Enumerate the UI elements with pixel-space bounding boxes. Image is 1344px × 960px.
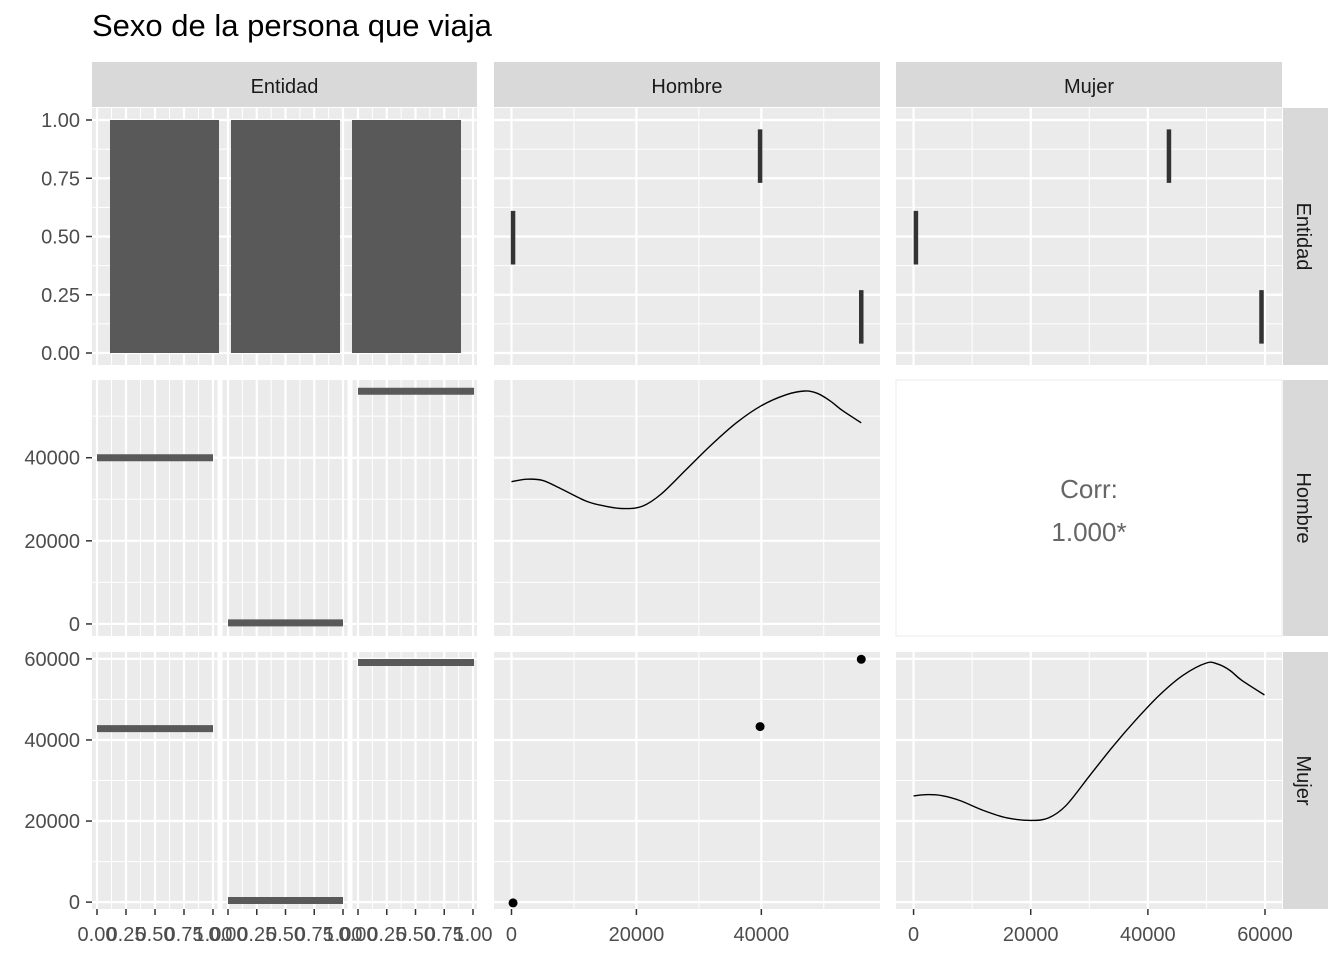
x-tick-label: 1.00 xyxy=(454,924,493,946)
x-tick-label: 0.75 xyxy=(425,924,464,946)
x-tick-label: 60000 xyxy=(1237,924,1293,946)
x-tick-label: 0.00 xyxy=(209,924,248,946)
x-tick-label: 40000 xyxy=(734,924,790,946)
strip-right-label: Entidad xyxy=(1292,203,1314,271)
y-tick-label: 0 xyxy=(69,614,80,636)
x-tick-label: 0.25 xyxy=(107,924,146,946)
strip-right-label: Mujer xyxy=(1292,755,1314,805)
strip-top-bg xyxy=(896,62,1282,107)
x-tick-label: 0.50 xyxy=(396,924,435,946)
x-tick-label: 20000 xyxy=(609,924,665,946)
strip-right-bg xyxy=(1283,652,1328,909)
scatter-point xyxy=(755,722,765,732)
strip-top-bg xyxy=(494,62,880,107)
strip-right-bg xyxy=(1283,380,1328,636)
y-tick-label: 0.75 xyxy=(41,168,80,190)
x-tick-label: 0.50 xyxy=(136,924,175,946)
correlation-panel: Corr: 1.000* xyxy=(1051,474,1126,547)
x-tick-label: 0 xyxy=(908,924,919,946)
y-tick-label: 1.00 xyxy=(41,110,80,132)
strip-top-label: Entidad xyxy=(251,76,319,98)
data-marks xyxy=(97,120,1265,908)
x-tick-label: 0.25 xyxy=(237,924,276,946)
corr-label: Corr: xyxy=(1060,474,1118,504)
x-tick-label: 1.00 xyxy=(324,924,363,946)
y-tick-label: 0.25 xyxy=(41,285,80,307)
strip-top-label: Hombre xyxy=(651,76,722,98)
strip-right-bg xyxy=(1283,108,1328,365)
x-tick-label: 40000 xyxy=(1120,924,1176,946)
bar xyxy=(352,120,461,353)
strip-top-bg xyxy=(92,62,477,107)
x-tick-label: 0 xyxy=(506,924,517,946)
x-tick-label: 0.00 xyxy=(78,924,117,946)
x-tick-label: 0.75 xyxy=(295,924,334,946)
x-tick-label: 0.00 xyxy=(339,924,378,946)
strip-top-label: Mujer xyxy=(1064,76,1114,98)
y-tick-label: 0.50 xyxy=(41,227,80,249)
x-tick-label: 0.50 xyxy=(266,924,305,946)
corr-value: 1.000* xyxy=(1051,517,1126,547)
x-tick-label: 20000 xyxy=(1003,924,1059,946)
chart-title: Sexo de la persona que viaja xyxy=(92,8,492,43)
y-tick-label: 0.00 xyxy=(41,343,80,365)
panel-hombre-hombre xyxy=(494,380,880,636)
panel-hombre-mujer xyxy=(895,379,1283,637)
x-tick-label: 0.75 xyxy=(165,924,204,946)
y-tick-label: 20000 xyxy=(24,811,80,833)
y-tick-label: 60000 xyxy=(24,649,80,671)
bar xyxy=(110,120,219,353)
density-line xyxy=(511,390,862,510)
facet-strips: Entidad Hombre Mujer Entidad Hombre Mujer xyxy=(92,62,1328,909)
scatter-point xyxy=(508,898,518,908)
x-tick-label: 1.00 xyxy=(194,924,233,946)
scatter-point xyxy=(856,654,866,664)
axes: 0.000.250.500.751.0002000040000020000400… xyxy=(24,110,1292,946)
bar xyxy=(231,120,340,353)
strip-right-label: Hombre xyxy=(1292,472,1314,543)
y-tick-label: 20000 xyxy=(24,531,80,553)
y-tick-label: 0 xyxy=(69,892,80,914)
x-tick-label: 0.25 xyxy=(367,924,406,946)
y-tick-label: 40000 xyxy=(24,730,80,752)
density-line xyxy=(913,661,1265,822)
y-tick-label: 40000 xyxy=(24,448,80,470)
